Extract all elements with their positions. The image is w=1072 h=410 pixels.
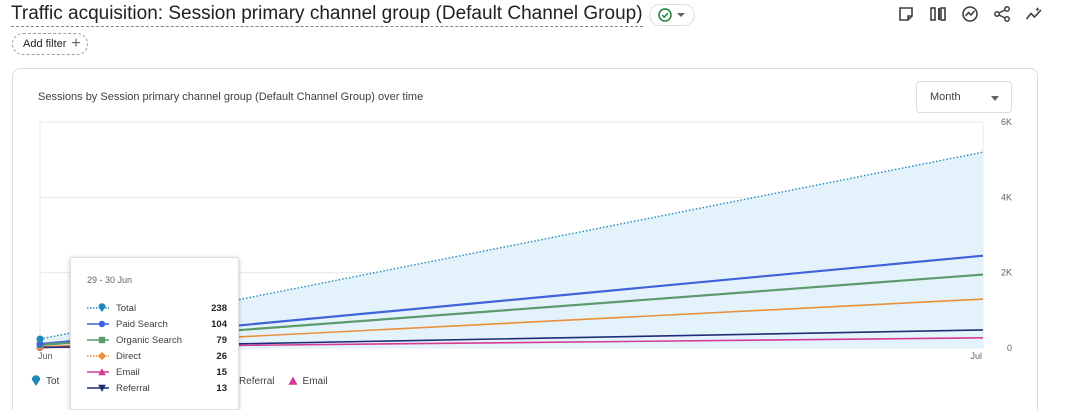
series-points-layer (36, 335, 44, 352)
x-tick-label: Jun (38, 351, 53, 361)
legend-marker-shape (31, 375, 41, 386)
add-filter-label: Add filter (23, 38, 67, 50)
report-toolbar (895, 3, 1045, 25)
tooltip-row-label: Total (116, 302, 137, 314)
period-select[interactable]: Month (916, 81, 1012, 113)
tooltip-triangle-up-icon (87, 368, 109, 376)
legend-label: Tot (46, 375, 60, 387)
tooltip-row-email: Email 15 (87, 364, 227, 380)
y-tick-label: 2K (1001, 268, 1012, 278)
chart-tooltip: 29 - 30 Jun Total 238 Paid Search 104 Organi… (70, 257, 239, 410)
tooltip-row-label: Direct (116, 350, 141, 362)
title-row: Traffic acquisition: Session primary cha… (11, 2, 695, 27)
legend-triangle-up-icon (287, 376, 298, 385)
insights-icon (962, 6, 978, 22)
customize-report-button[interactable] (895, 3, 917, 25)
legend-item-email[interactable]: Email (287, 375, 328, 387)
tooltip-row-organic-search: Organic Search 79 (87, 332, 227, 348)
tooltip-row-value: 238 (211, 302, 227, 314)
tooltip-row-label: Paid Search (116, 318, 168, 330)
page-title[interactable]: Traffic acquisition: Session primary cha… (11, 2, 643, 27)
chart-title: Sessions by Session primary channel grou… (38, 91, 424, 103)
customize-report-icon (899, 7, 913, 21)
total-area-layer (40, 152, 983, 348)
add-filter-button[interactable]: Add filter + (12, 33, 88, 55)
total-area (40, 152, 983, 348)
chevron-down-icon (677, 12, 686, 17)
share-button[interactable] (991, 3, 1013, 25)
legend-marker-shape (287, 376, 298, 385)
tooltip-swatch-marker (98, 320, 106, 328)
check-circle-icon (658, 7, 672, 22)
tooltip-triangle-down-icon (87, 384, 109, 392)
legend-label: Email (302, 375, 328, 387)
tooltip-row-referral: Referral 13 (87, 380, 227, 396)
data-point-paid-search[interactable] (36, 340, 44, 348)
tooltip-row-direct: Direct 26 (87, 348, 227, 364)
compare-icon (930, 7, 946, 21)
y-tick-label: 6K (1001, 117, 1012, 127)
tooltip-row-value: 79 (216, 334, 227, 346)
data-point-total[interactable] (36, 335, 44, 343)
compare-button[interactable] (927, 3, 949, 25)
x-tick-label: Jul (970, 351, 982, 361)
tooltip-square-icon (87, 336, 109, 344)
legend-pin-icon (31, 375, 41, 386)
tooltip-row-label: Organic Search (116, 334, 183, 346)
period-select-value: Month (930, 91, 961, 103)
y-tick-label: 0 (1007, 343, 1012, 353)
series-line-total[interactable] (39, 151, 984, 340)
tooltip-date: 29 - 30 Jun (87, 275, 133, 285)
trend-button[interactable] (1023, 3, 1045, 25)
tooltip-rows: Total 238 Paid Search 104 Organic Search 79 Di… (87, 300, 227, 396)
tooltip-swatch-marker (97, 351, 107, 361)
plus-icon: + (71, 35, 81, 52)
tooltip-row-value: 13 (216, 382, 227, 394)
tooltip-row-value: 15 (216, 366, 227, 378)
tooltip-row-paid-search: Paid Search 104 (87, 316, 227, 332)
share-icon (994, 6, 1010, 22)
y-tick-label: 4K (1001, 192, 1012, 202)
tooltip-circle-icon (87, 320, 109, 328)
axis-labels-layer: 0 2K 4K 6K Jun Jul (38, 117, 1012, 361)
insights-button[interactable] (959, 3, 981, 25)
tooltip-row-label: Referral (116, 382, 150, 394)
tooltip-swatch-marker (98, 384, 106, 392)
tooltip-diamond-icon (87, 351, 109, 361)
tooltip-swatch-marker (98, 336, 106, 344)
tooltip-row-label: Email (116, 366, 140, 378)
trend-icon (1025, 7, 1042, 20)
tooltip-pin-icon (87, 303, 109, 313)
legend-label: Referral (238, 375, 275, 387)
dropdown-arrow-icon (991, 96, 999, 101)
legend-item-total[interactable]: Tot (30, 375, 59, 387)
status-chip[interactable] (648, 3, 695, 26)
tooltip-row-total: Total 238 (87, 300, 227, 316)
tooltip-swatch-marker (98, 368, 106, 376)
tooltip-row-value: 26 (216, 350, 227, 362)
tooltip-row-value: 104 (211, 318, 227, 330)
tooltip-swatch-marker (98, 303, 106, 313)
